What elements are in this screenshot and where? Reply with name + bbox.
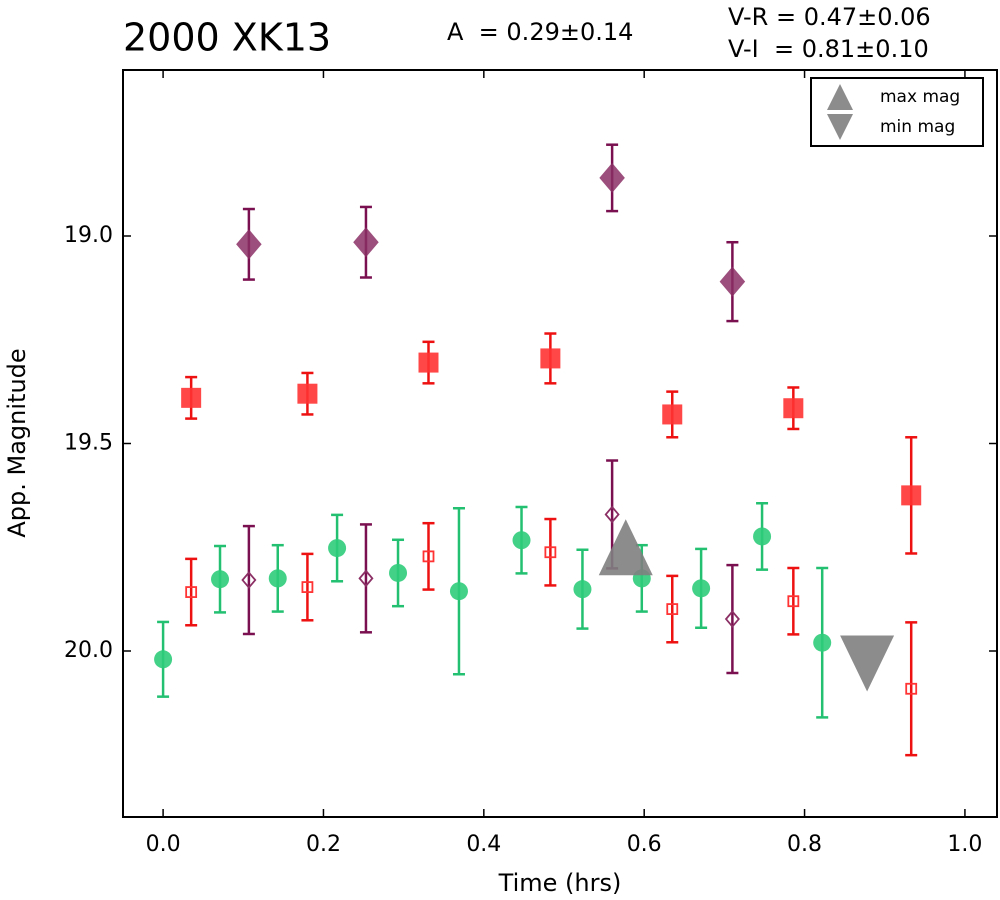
point	[512, 531, 531, 550]
point	[328, 539, 347, 558]
point	[598, 519, 653, 576]
x-tick-label: 0.4	[466, 832, 501, 857]
annotation: V-I = 0.81±0.10	[728, 35, 929, 63]
point	[185, 586, 198, 598]
y-axis-label: App. Magnitude	[3, 348, 31, 537]
point	[418, 352, 439, 373]
point	[181, 387, 202, 408]
point	[540, 348, 561, 369]
y-tick-label: 19.5	[64, 431, 113, 456]
point	[353, 227, 379, 258]
point	[787, 595, 800, 608]
point	[692, 579, 711, 598]
annotation: V-R = 0.47±0.06	[728, 3, 931, 31]
point	[358, 569, 374, 588]
point	[753, 527, 772, 546]
y-tick-label: 20.0	[64, 638, 113, 663]
point	[422, 550, 435, 563]
point	[154, 650, 173, 669]
x-axis-label: Time (hrs)	[498, 869, 622, 897]
point	[301, 581, 314, 593]
chart-title: 2000 XK13	[123, 16, 331, 60]
point	[573, 580, 592, 599]
point	[297, 383, 318, 404]
point	[724, 610, 740, 628]
point	[719, 266, 746, 297]
x-tick-label: 1.0	[947, 832, 982, 857]
point	[544, 546, 557, 559]
point	[827, 114, 853, 140]
point	[268, 569, 287, 588]
point	[449, 582, 468, 601]
legend-label: min mag	[880, 117, 955, 137]
point	[662, 404, 683, 425]
y-tick-label: 19.0	[64, 223, 113, 248]
point	[901, 485, 922, 506]
point	[236, 229, 262, 260]
point	[604, 505, 620, 524]
point	[783, 398, 804, 419]
x-tick-label: 0.0	[146, 832, 181, 857]
x-tick-label: 0.6	[627, 832, 662, 857]
point	[827, 84, 853, 110]
point	[211, 570, 230, 589]
legend-label: max mag	[880, 87, 960, 107]
point	[840, 635, 895, 692]
x-tick-label: 0.8	[787, 832, 822, 857]
point	[813, 633, 832, 652]
point	[241, 571, 257, 589]
point	[389, 563, 408, 582]
point	[666, 603, 679, 615]
point	[599, 162, 625, 193]
plot-frame	[122, 69, 998, 818]
annotation: A = 0.29±0.14	[447, 18, 633, 46]
x-tick-label: 0.2	[306, 832, 341, 857]
point	[905, 682, 918, 695]
